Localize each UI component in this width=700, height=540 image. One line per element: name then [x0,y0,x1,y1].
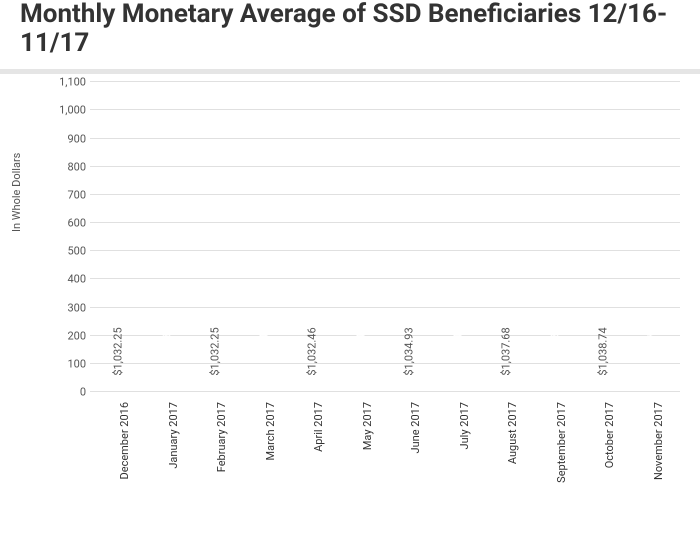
x-tick-label: December 2016 [118,402,131,479]
y-tick-label: 700 [54,188,86,201]
y-tick-label: 100 [54,358,86,371]
x-tick-label: July 2017 [458,402,471,449]
x-tick-label: August 2017 [506,402,519,464]
x-tick-label: November 2017 [652,402,665,480]
bar-value-label: $1,038.73 [645,328,658,376]
x-tick-label: February 2017 [215,402,228,472]
x-tick-label: January 2017 [167,402,180,469]
y-tick-label: 0 [54,386,86,399]
y-tick-label: 300 [54,301,86,314]
bar-value-label: $1,037.68 [500,328,513,376]
bars-group: $1,032.25 $1,032.39 $1,032.25 $1,032.48 $1,0… [90,82,680,392]
x-label-slot: April 2017 [288,392,337,492]
bar-value-label: $1,037.89 [548,328,561,376]
y-tick-label: 400 [54,273,86,286]
x-tick-label: September 2017 [555,402,568,483]
bar-value-label: $1,032.25 [112,328,125,376]
x-tick-label: April 2017 [312,402,325,452]
x-tick-label: March 2017 [264,402,277,461]
y-tick-label: 900 [54,132,86,145]
x-label-slot: November 2017 [628,392,677,492]
y-tick-label: 200 [54,329,86,342]
bar-value-label: $1,032.39 [160,328,173,376]
x-label-slot: September 2017 [531,392,580,492]
x-label-slot: October 2017 [579,392,628,492]
x-label-slot: July 2017 [434,392,483,492]
bar-value-label: $1,038.74 [597,328,610,376]
chart-container: In Whole Dollars 01002003004005006007008… [0,82,700,492]
bar-value-label: $1,037.47 [451,328,464,376]
bar-value-label: $1,032.47 [354,328,367,376]
x-label-slot: March 2017 [240,392,289,492]
x-tick-label: October 2017 [603,402,616,468]
x-label-slot: December 2016 [94,392,143,492]
plot-area: 01002003004005006007008009001,0001,100$1… [90,82,680,392]
y-tick-label: 500 [54,245,86,258]
y-tick-label: 800 [54,160,86,173]
x-tick-label: May 2017 [361,402,374,450]
bar-value-label: $1,032.46 [306,328,319,376]
y-tick-label: 1,000 [54,104,86,117]
bar-value-label: $1,034.93 [403,328,416,376]
x-label-slot: June 2017 [385,392,434,492]
x-label-slot: January 2017 [143,392,192,492]
x-axis-labels: December 2016 January 2017 February 2017 Ma… [90,392,680,492]
page-title: Monthly Monetary Average of SSD Benefici… [0,0,700,63]
y-axis-label: In Whole Dollars [10,153,23,232]
y-tick-label: 600 [54,217,86,230]
bar-value-label: $1,032.25 [209,328,222,376]
bar-value-label: $1,032.48 [257,328,270,376]
x-label-slot: February 2017 [191,392,240,492]
x-label-slot: May 2017 [337,392,386,492]
title-divider [0,69,700,74]
x-tick-label: June 2017 [409,402,422,454]
x-label-slot: August 2017 [482,392,531,492]
y-tick-label: 1,100 [54,76,86,89]
